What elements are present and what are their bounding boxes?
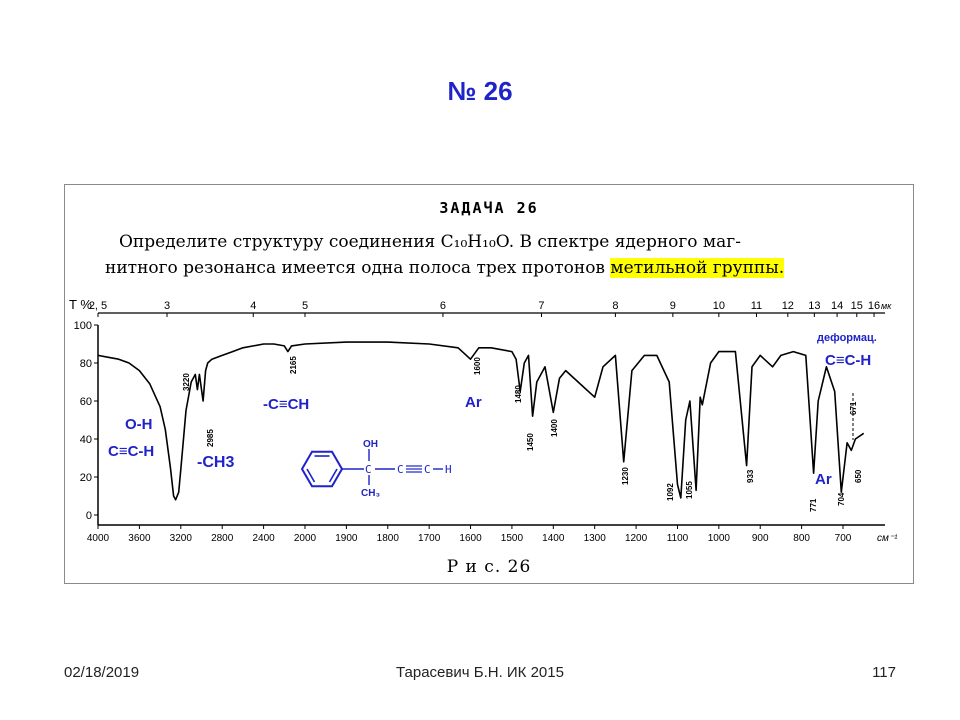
atom-oh: OH (363, 439, 378, 450)
chart-labels: 3220 2985 2165 1600 1480 1450 1400 1230 1092 1055… (97, 332, 877, 512)
top-tick-label: 7 (538, 300, 544, 312)
slide-title: № 26 (447, 76, 513, 106)
band-annotation: деформац. (817, 332, 877, 344)
top-tick-label: 16 (868, 300, 880, 312)
x-tick-label: 1600 (459, 533, 482, 544)
y-tick-label: 60 (80, 396, 92, 408)
chart-axes: T % см⁻¹ мк (69, 297, 898, 544)
band-annotation: С≡С-Н (108, 443, 154, 460)
x-tick-label: 1900 (335, 533, 358, 544)
x-tick-label: 1200 (625, 533, 648, 544)
footer-author: Тарасевич Б.Н. ИК 2015 (396, 664, 564, 681)
top-tick-label: 14 (831, 300, 843, 312)
molecule-structure: C OH CH₃ C C H (300, 439, 452, 499)
atom-carbon-2: C (397, 463, 404, 476)
x-tick-label: 2800 (211, 533, 234, 544)
task-line-1: Определите структуру соединения C₁₀H₁₀O.… (119, 232, 741, 252)
peak-label: 933 (746, 469, 755, 483)
peak-label: 1092 (666, 483, 675, 501)
peak-label: 771 (809, 498, 818, 512)
y-tick-label: 0 (86, 510, 92, 522)
benzene-ring (300, 450, 344, 488)
y-tick-label: 100 (74, 320, 92, 332)
atom-carbon-3: C (424, 463, 431, 476)
atom-ch3: CH₃ (361, 488, 380, 499)
peak-label: 1450 (526, 433, 535, 451)
task-line-2-highlight: метильной группы. (610, 258, 785, 278)
band-annotation: -СН3 (197, 454, 234, 471)
top-tick-label: 3 (164, 300, 170, 312)
top-tick-label: 8 (612, 300, 618, 312)
x-axis-unit: см⁻¹ (877, 533, 898, 544)
top-tick-label: 9 (670, 300, 676, 312)
peak-label: 1400 (550, 419, 559, 437)
x-tick-label: 900 (752, 533, 769, 544)
ring-double-bond (328, 468, 338, 483)
band-annotation: С≡С-Н (825, 352, 871, 369)
x-tick-label: 1700 (418, 533, 441, 544)
x-tick-label: 1800 (377, 533, 400, 544)
task-heading: ЗАДАЧА 26 (439, 199, 539, 217)
top-tick-label: 13 (808, 300, 820, 312)
top-axis-unit: мк (881, 301, 892, 311)
ir-spectrum-chart: T % см⁻¹ мк 100 80 60 40 20 0 4000 3600 3200 2800 24… (69, 297, 898, 544)
top-tick-label: 2, 5 (89, 300, 107, 312)
peak-label: 2985 (206, 429, 215, 447)
task-line-2: нитного резонанса имеется одна полоса тр… (105, 258, 785, 278)
top-tick-label: 15 (851, 300, 863, 312)
x-tick-label: 1500 (501, 533, 524, 544)
x-tick-label: 4000 (87, 533, 110, 544)
band-annotation: Ar (465, 394, 482, 411)
peak-label: 650 (854, 469, 863, 483)
y-tick-label: 40 (80, 434, 92, 446)
x-tick-label: 3200 (170, 533, 193, 544)
footer-page-number: 117 (872, 664, 896, 681)
peak-label: 1230 (621, 467, 630, 485)
footer-date: 02/18/2019 (64, 664, 140, 681)
atom-hydrogen: H (445, 463, 452, 476)
peak-label: 1600 (473, 357, 482, 375)
peak-label: 1055 (685, 481, 694, 499)
y-axis-label: T % (69, 297, 92, 312)
peak-label: 1480 (514, 385, 523, 403)
y-tick-label: 20 (80, 472, 92, 484)
x-tick-label: 1100 (667, 533, 689, 544)
task-statement: Определите структуру соединения C₁₀H₁₀O.… (105, 229, 905, 281)
peak-label: 3220 (182, 373, 191, 391)
top-tick-label: 5 (302, 300, 308, 312)
x-tick-label: 2400 (252, 533, 275, 544)
band-annotation: Ar (815, 471, 832, 488)
peak-label: 704 (837, 492, 846, 506)
task-line-2-text: нитного резонанса имеется одна полоса тр… (105, 258, 611, 278)
top-tick-label: 11 (751, 300, 762, 312)
figure-frame: ЗАДАЧА 26 Определите структуру соединени… (64, 184, 914, 584)
top-tick-label: 12 (782, 300, 794, 312)
x-tick-label: 1000 (708, 533, 731, 544)
spectrum-line (97, 341, 865, 501)
chart-ticks: 100 80 60 40 20 0 4000 3600 3200 2800 2400 2000 1900… (74, 300, 881, 544)
atom-carbon: C (365, 463, 372, 476)
y-tick-label: 80 (80, 358, 92, 370)
top-tick-label: 6 (440, 300, 446, 312)
peak-label: 2165 (289, 356, 298, 374)
x-tick-label: 700 (835, 533, 852, 544)
figure-caption: Р и с. 26 (446, 557, 532, 577)
band-annotation: О-Н (125, 416, 153, 433)
top-tick-label: 4 (250, 300, 256, 312)
band-annotation: -С≡СН (263, 396, 309, 413)
ring-double-bond (306, 468, 316, 483)
x-tick-label: 800 (793, 533, 810, 544)
x-tick-label: 1400 (542, 533, 565, 544)
x-tick-label: 2000 (294, 533, 317, 544)
top-tick-label: 10 (713, 300, 725, 312)
x-tick-label: 1300 (584, 533, 607, 544)
x-tick-label: 3600 (128, 533, 151, 544)
